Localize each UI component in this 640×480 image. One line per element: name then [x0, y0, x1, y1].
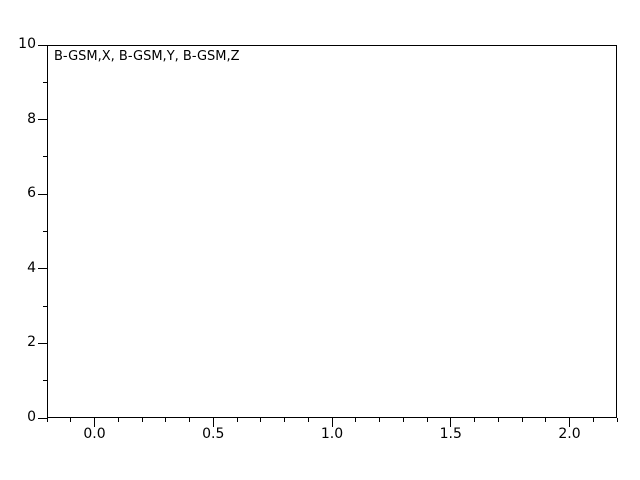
x-minor-tick — [260, 418, 262, 422]
x-minor-tick — [70, 418, 72, 422]
x-minor-tick — [616, 418, 618, 422]
x-minor-tick — [379, 418, 380, 422]
x-tick-label: 2.0 — [558, 426, 581, 442]
x-tick-label: 0.5 — [202, 426, 225, 442]
y-minor-tick — [43, 231, 47, 232]
y-tick-label: 2 — [27, 334, 36, 351]
x-minor-tick — [236, 418, 238, 422]
x-minor-tick — [592, 418, 594, 422]
y-major-tick — [38, 417, 47, 419]
x-minor-tick — [474, 418, 475, 422]
x-minor-tick — [46, 418, 48, 422]
x-minor-tick — [402, 418, 404, 422]
plot-area — [47, 45, 617, 418]
x-major-tick — [212, 418, 214, 427]
y-major-tick — [38, 342, 47, 344]
y-major-tick — [38, 44, 47, 46]
x-tick-label: 0.0 — [83, 426, 106, 442]
x-minor-tick — [307, 418, 309, 422]
x-minor-tick — [284, 418, 285, 422]
x-major-tick — [569, 418, 570, 427]
y-tick-label: 6 — [27, 185, 36, 202]
x-minor-tick — [165, 418, 167, 422]
y-minor-tick — [43, 380, 47, 382]
y-major-tick — [38, 268, 47, 270]
x-minor-tick — [545, 418, 547, 422]
y-tick-label: 8 — [27, 110, 36, 127]
x-minor-tick — [141, 418, 143, 422]
y-tick-label: 10 — [18, 36, 36, 52]
legend-annotation: B-GSM,X, B-GSM,Y, B-GSM,Z — [54, 49, 240, 64]
x-tick-label: 1.0 — [320, 426, 344, 442]
x-tick-label: 1.5 — [439, 426, 462, 442]
y-minor-tick — [43, 81, 47, 83]
y-tick-label: 4 — [27, 259, 36, 276]
x-minor-tick — [426, 418, 428, 422]
y-major-tick — [38, 119, 47, 121]
y-minor-tick — [43, 156, 47, 158]
x-minor-tick — [189, 418, 190, 422]
x-minor-tick — [521, 418, 523, 422]
x-major-tick — [450, 418, 452, 427]
x-minor-tick — [117, 418, 119, 422]
y-major-tick — [38, 193, 47, 195]
x-major-tick — [331, 418, 333, 427]
x-major-tick — [94, 418, 95, 427]
x-minor-tick — [355, 418, 357, 422]
y-minor-tick — [43, 305, 47, 307]
y-tick-label: 0 — [27, 409, 36, 425]
x-minor-tick — [497, 418, 499, 422]
